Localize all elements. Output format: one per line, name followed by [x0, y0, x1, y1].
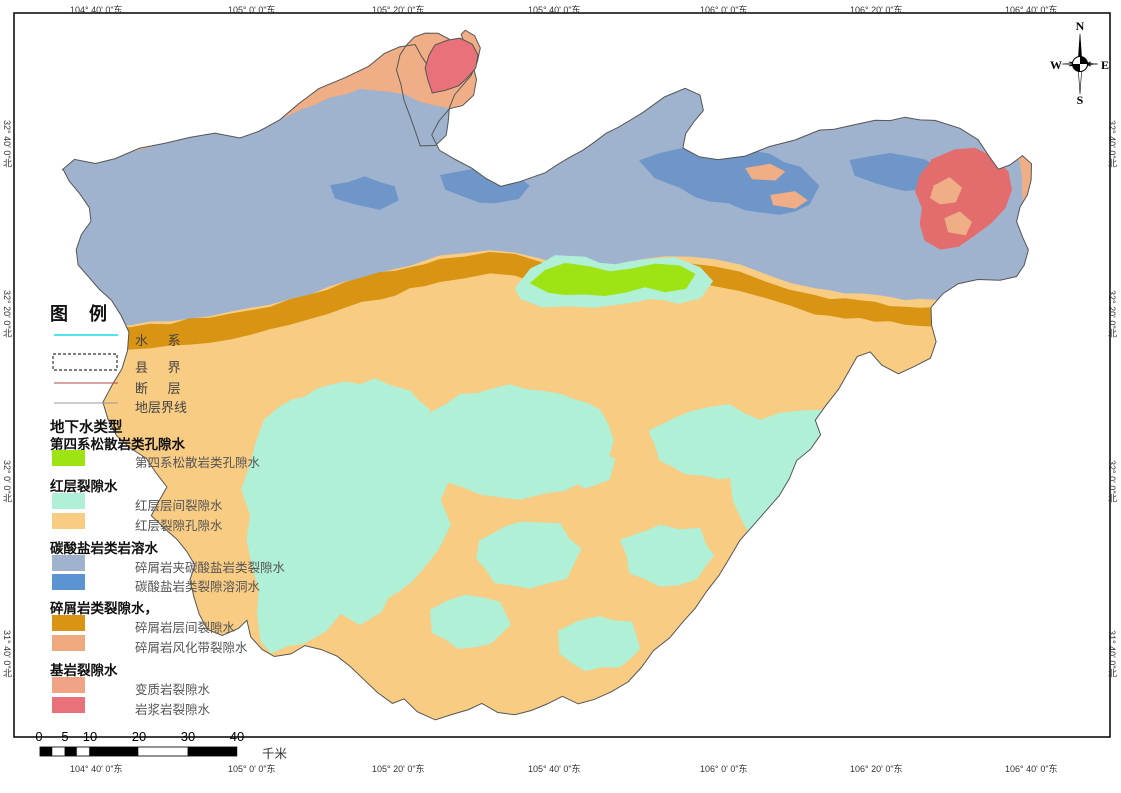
svg-text:E: E	[1101, 58, 1109, 72]
svg-text:20: 20	[132, 729, 146, 744]
svg-text:30: 30	[181, 729, 195, 744]
svg-text:千米: 千米	[262, 747, 288, 761]
svg-text:W: W	[1050, 58, 1062, 72]
svg-text:0: 0	[35, 729, 42, 744]
svg-text:S: S	[1077, 93, 1084, 107]
svg-text:N: N	[1076, 19, 1085, 33]
svg-text:10: 10	[83, 729, 97, 744]
svg-text:40: 40	[230, 729, 244, 744]
svg-text:5: 5	[61, 729, 68, 744]
